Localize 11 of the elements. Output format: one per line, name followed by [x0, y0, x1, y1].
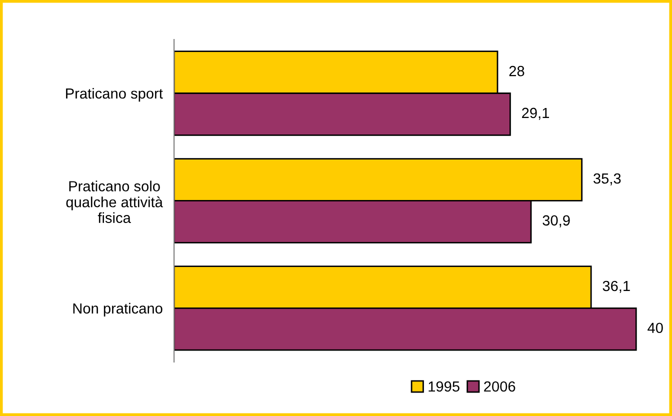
y-tick-label: Praticano solo qualche attività fisica [66, 180, 163, 224]
y-tick-label: Praticano sport [66, 88, 163, 102]
y-tick-label: Non praticano [73, 302, 162, 316]
data-label: 35,3 [594, 173, 621, 186]
legend-label: 2006 [484, 381, 516, 392]
data-label: 40 [648, 322, 663, 334]
legend-label: 1995 [428, 381, 460, 392]
data-label: 36,1 [602, 280, 630, 293]
data-label: 30,9 [542, 215, 570, 228]
data-label: 28 [509, 66, 524, 76]
data-label: 29,1 [522, 108, 549, 120]
